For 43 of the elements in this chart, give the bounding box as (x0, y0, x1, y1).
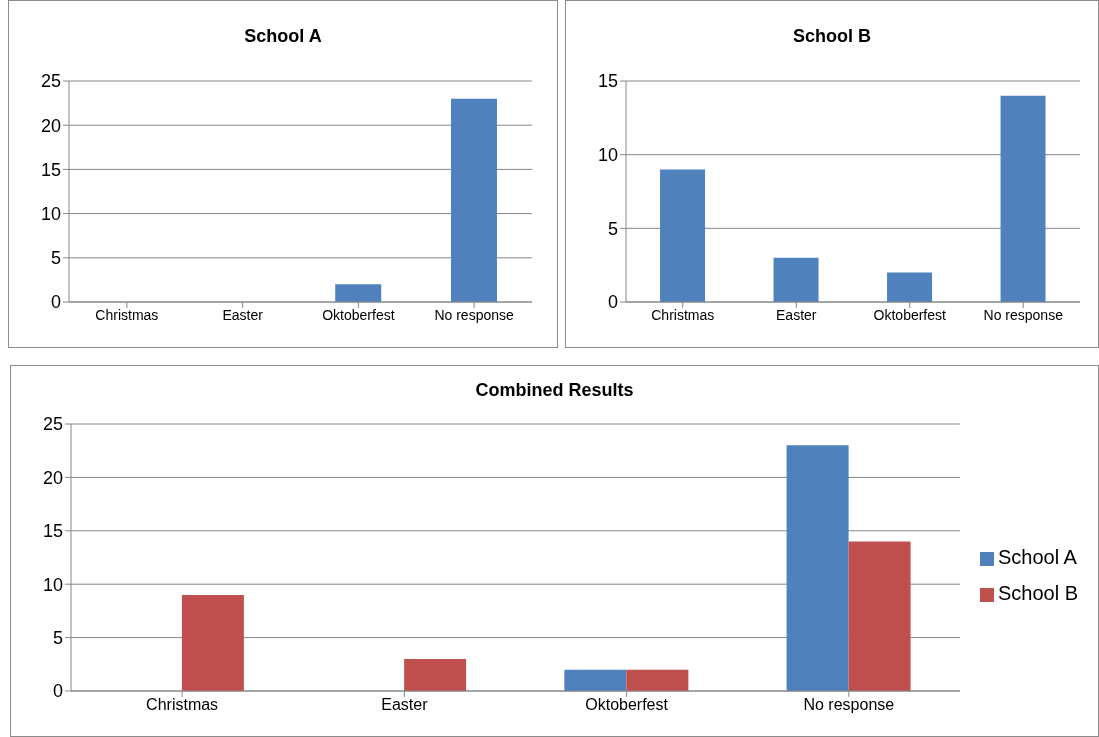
x-tick-label: Oktoberfest (585, 696, 669, 714)
x-tick-label: Oktoberfest (873, 306, 947, 323)
y-tick-label: 0 (50, 292, 61, 313)
x-tick-label: Easter (222, 306, 264, 323)
y-tick-label: 15 (597, 71, 618, 92)
y-tick-label: 25 (42, 414, 63, 435)
y-tick-label: 25 (40, 71, 61, 92)
x-tick-label: Easter (381, 696, 429, 714)
bar (404, 658, 467, 691)
bar (1000, 95, 1046, 302)
y-tick-label: 10 (42, 574, 63, 595)
y-tick-label: 20 (42, 467, 63, 488)
legend-label: School A (997, 546, 1077, 568)
bar (181, 594, 244, 691)
y-tick-label: 5 (50, 248, 61, 269)
x-tick-label: Christmas (95, 306, 159, 323)
y-tick-label: 10 (40, 203, 61, 224)
y-tick-label: 15 (42, 521, 63, 542)
y-tick-label: 5 (52, 627, 63, 648)
y-tick-label: 20 (40, 115, 61, 136)
y-tick-label: 10 (597, 145, 618, 166)
bar (786, 445, 849, 691)
bar (564, 669, 627, 691)
bar (773, 257, 819, 302)
legend-label: School B (997, 582, 1078, 604)
x-tick-label: Easter (776, 306, 817, 323)
bar (848, 541, 911, 691)
x-tick-label: Christmas (651, 306, 715, 323)
bar (626, 669, 689, 691)
chart-title: Combined Results (474, 378, 635, 402)
y-tick-label: 0 (52, 681, 63, 702)
y-tick-label: 5 (607, 218, 618, 239)
y-tick-label: 0 (607, 292, 618, 313)
chart-title: School B (792, 24, 872, 48)
y-tick-label: 15 (40, 159, 61, 180)
x-tick-label: No response (803, 696, 895, 714)
x-tick-label: Oktoberfest (322, 306, 395, 323)
bar (887, 272, 933, 302)
x-tick-label: No response (983, 306, 1064, 323)
chart-title: School A (243, 24, 323, 48)
bar (660, 169, 706, 302)
x-tick-label: Christmas (146, 696, 219, 714)
x-tick-label: No response (434, 306, 515, 323)
